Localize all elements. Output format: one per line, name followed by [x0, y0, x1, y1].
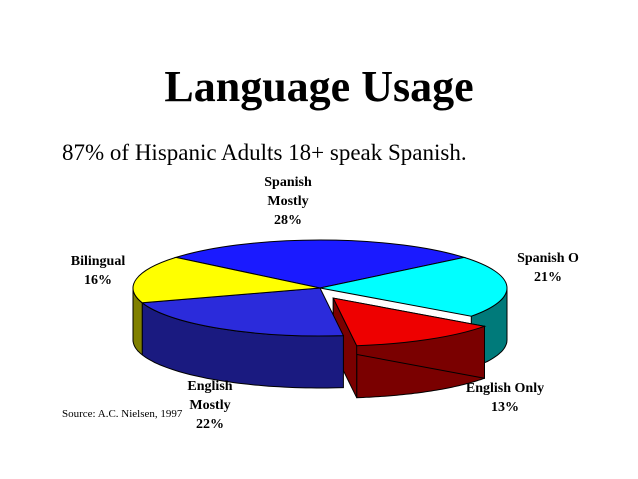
- source-note: Source: A.C. Nielsen, 1997: [62, 408, 183, 420]
- pie-slice: [140, 287, 345, 337]
- pie-slice-label: Spanish O 21%: [517, 251, 579, 285]
- pie-slice-label: Spanish Mostly 28%: [264, 175, 312, 228]
- pie-slice: [132, 256, 321, 304]
- pie-slice-label: English Only 13%: [466, 381, 544, 415]
- slide-title: Language Usage: [164, 62, 474, 111]
- pie-slice: [319, 256, 508, 317]
- pie-labels: Spanish Mostly 28% Spanish O 21% English Only…: [71, 175, 579, 432]
- pie-slice: [332, 297, 487, 347]
- pie-slice: [173, 239, 467, 289]
- pie-tops: [132, 239, 508, 347]
- pie-slice-label: English Mostly 22%: [187, 379, 232, 432]
- pie-slice-label: Bilingual 16%: [71, 254, 126, 288]
- slide-subtitle: 87% of Hispanic Adults 18+ speak Spanish…: [62, 140, 467, 165]
